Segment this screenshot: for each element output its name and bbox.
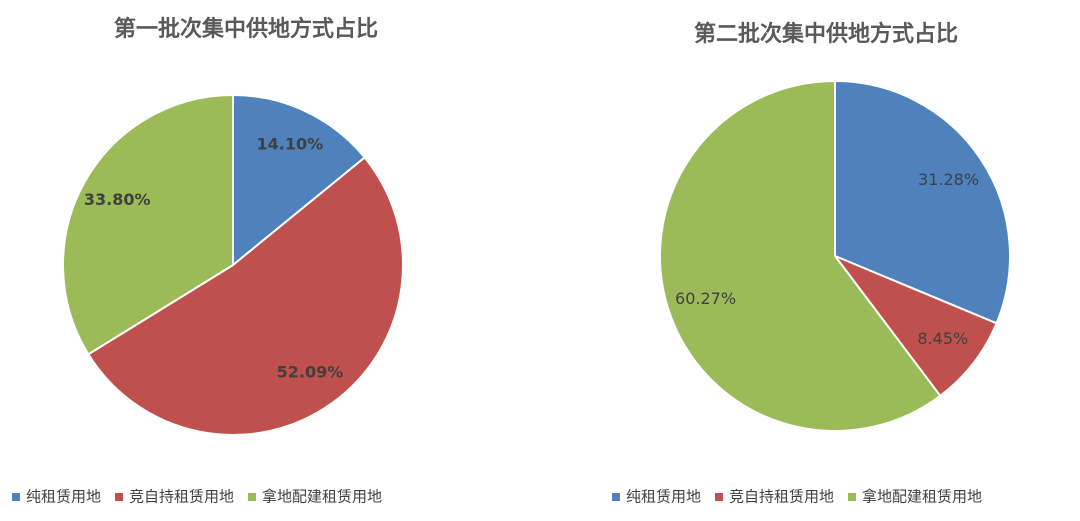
- slice-label: 52.09%: [277, 363, 344, 382]
- slice-label: 60.27%: [675, 289, 736, 308]
- legend-label: 纯租赁用地: [626, 488, 701, 506]
- pie-slice: [62, 93, 234, 356]
- chart-title: 第二批次集中供地方式占比: [694, 21, 958, 47]
- legend-swatch: [115, 493, 124, 501]
- legend-label: 竞自持租赁用地: [729, 488, 834, 506]
- pie-slice: [659, 79, 942, 432]
- slice-label: 33.80%: [84, 190, 151, 209]
- legend-label: 拿地配建租赁用地: [862, 488, 982, 506]
- slice-label: 31.28%: [918, 170, 979, 189]
- slice-label: 14.10%: [257, 135, 324, 154]
- legend-swatch: [248, 493, 257, 501]
- pie-slice: [86, 156, 404, 436]
- legend-swatch: [715, 493, 724, 501]
- pie-chart: 第一批次集中供地方式占比 14.10% 52.09% 33.80% 纯租赁用地 竞自持租赁…: [12, 16, 404, 506]
- pie-chart: 第二批次集中供地方式占比 31.28% 8.45% 60.27% 纯租赁用地 竞自持租赁用…: [612, 21, 1011, 506]
- legend-swatch: [848, 493, 857, 501]
- pie-slice: [831, 253, 998, 398]
- legend-label: 纯租赁用地: [26, 488, 101, 506]
- legend-swatch: [612, 493, 620, 501]
- slice-label: 8.45%: [917, 329, 968, 348]
- pie-slice: [834, 79, 1011, 325]
- pie-slice: [232, 93, 367, 268]
- chart-title: 第一批次集中供地方式占比: [114, 16, 378, 42]
- legend-swatch: [12, 493, 20, 501]
- legend-label: 拿地配建租赁用地: [262, 488, 382, 506]
- legend-label: 竞自持租赁用地: [129, 488, 234, 506]
